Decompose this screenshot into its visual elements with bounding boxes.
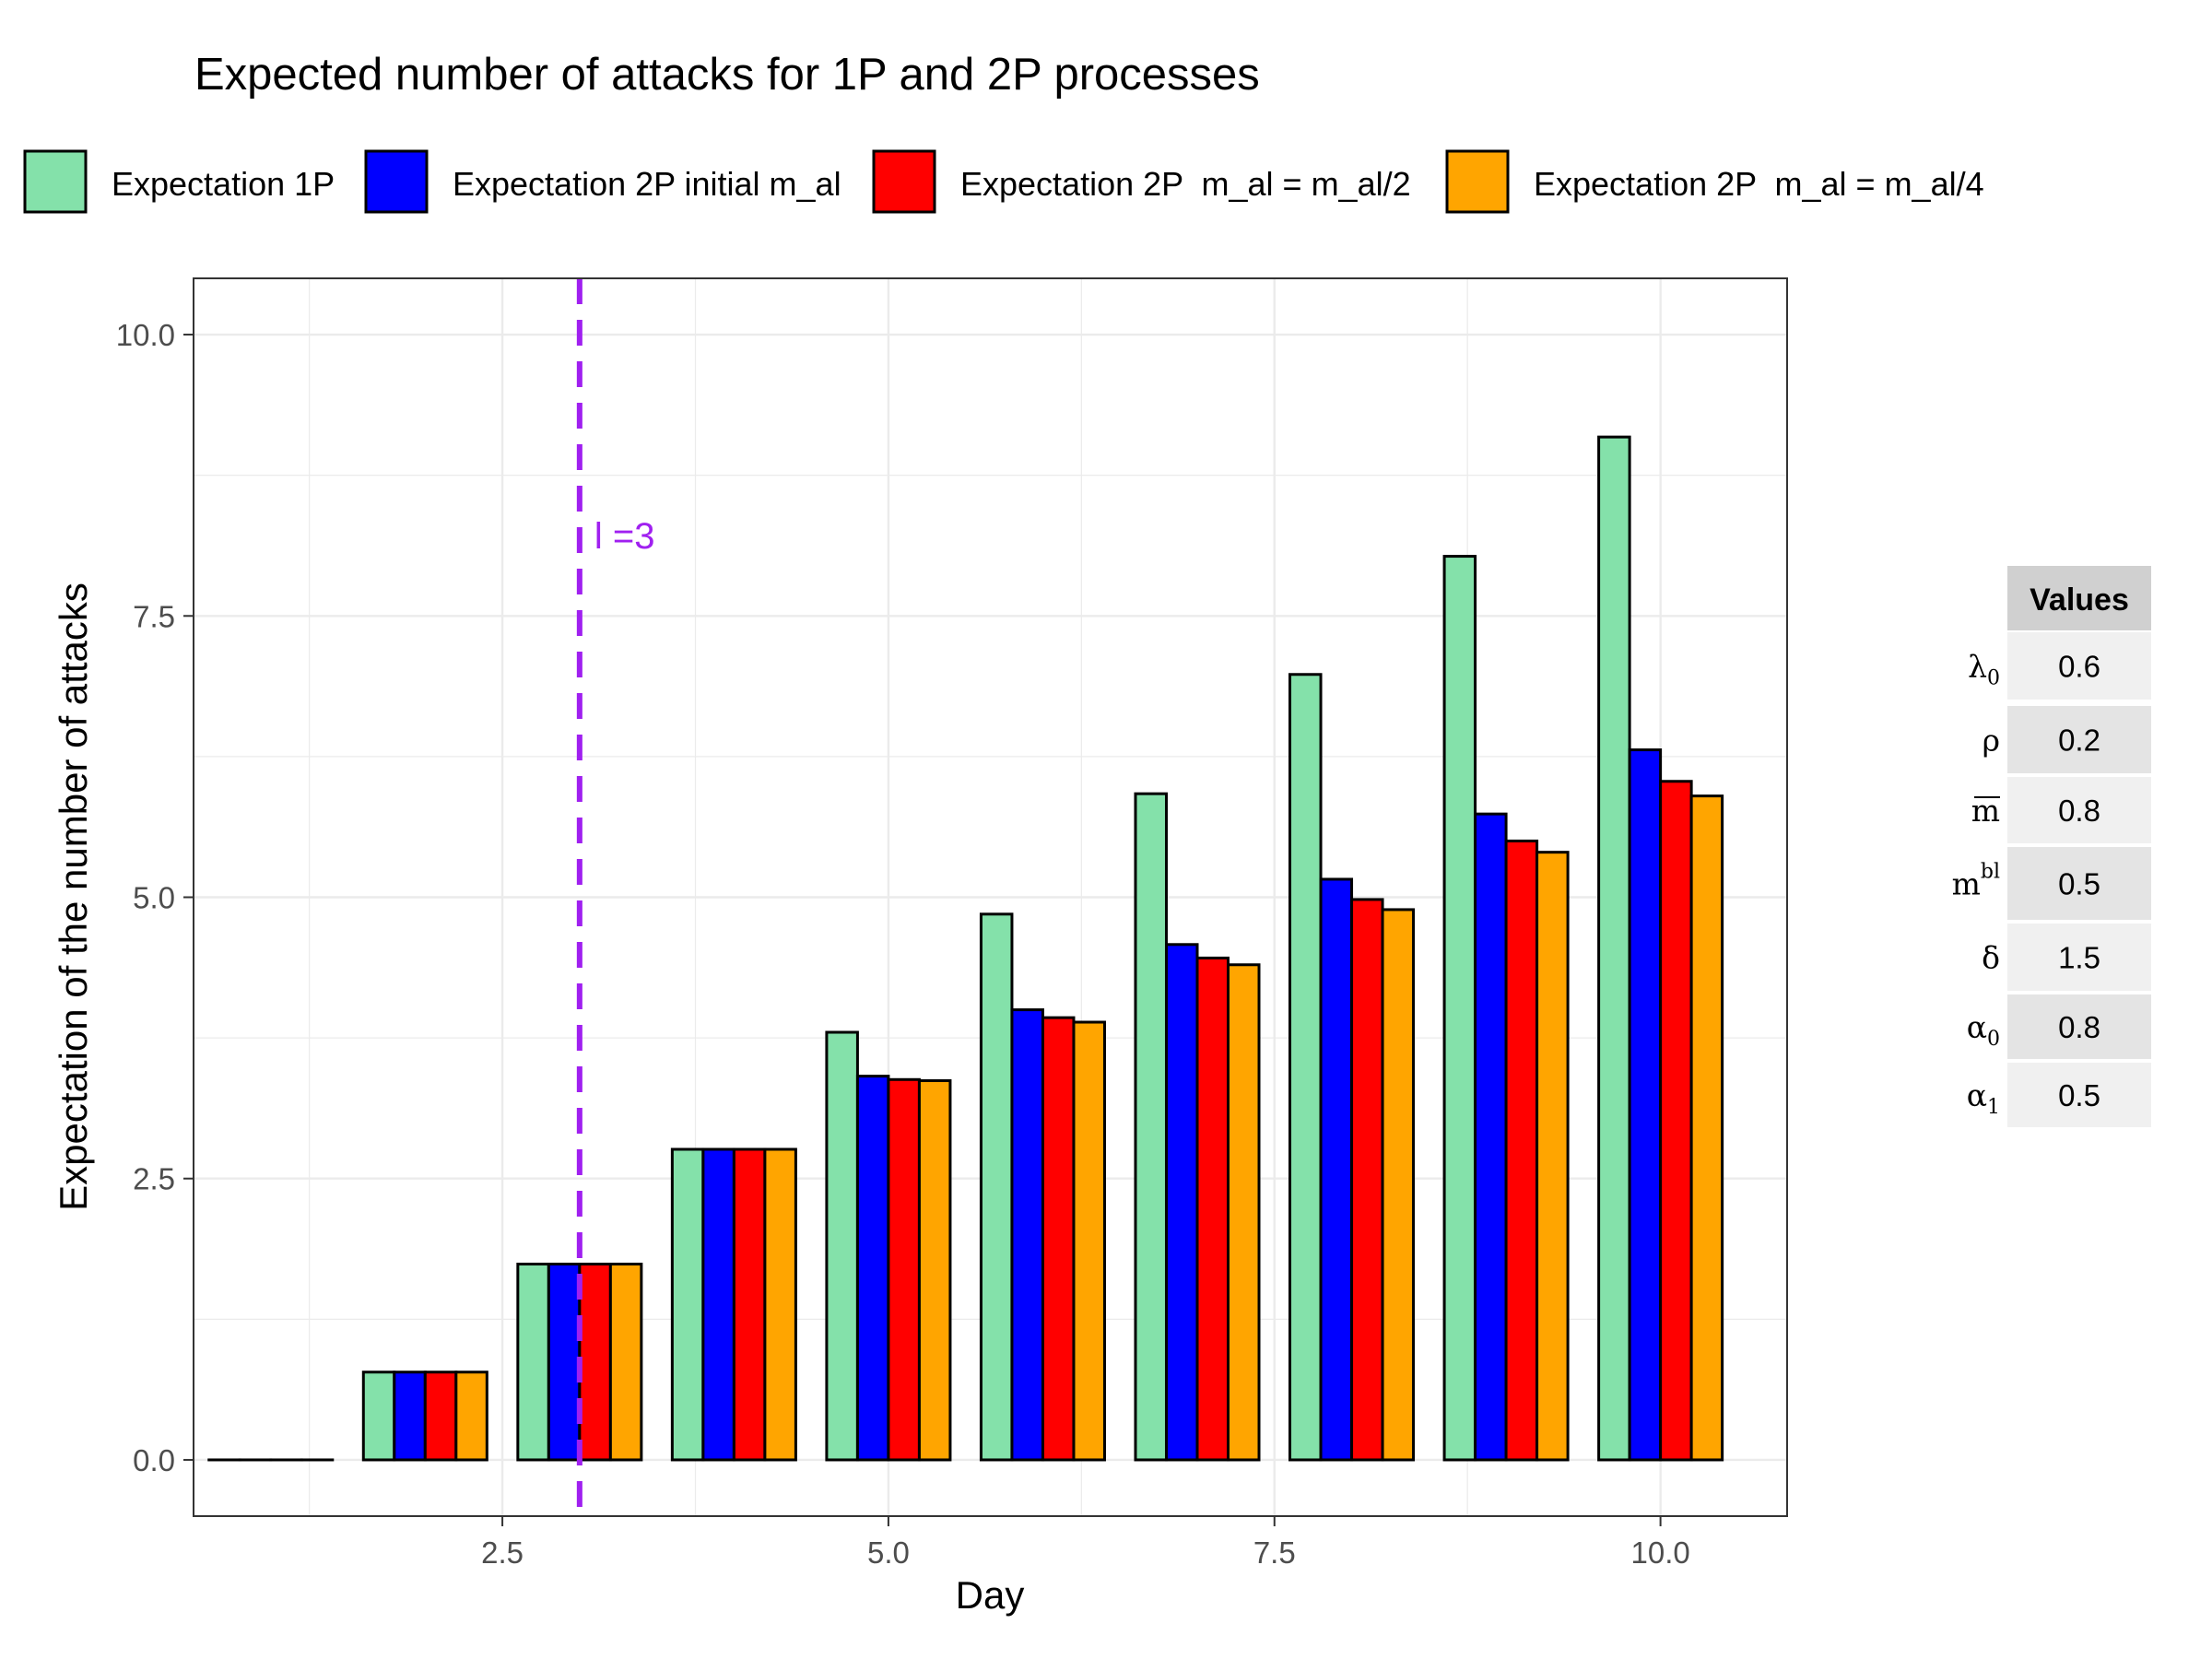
param-symbol: δ [1982,940,2000,976]
bar-day5-series1 [825,1030,859,1462]
bar-day6-series4 [1072,1020,1106,1462]
bar-day5-series2 [855,1075,890,1462]
bar-day3-series2 [547,1263,582,1462]
bar-day9-series3 [1504,839,1539,1462]
bar-day9-series4 [1535,851,1570,1462]
bar-day2-series1 [361,1371,396,1462]
y-tick-label: 2.5 [133,1162,175,1196]
table-row-bg [2007,994,2151,1059]
table-header: Values [2030,582,2129,618]
bar-day6-series3 [1041,1016,1076,1462]
table-row-bg [2007,632,2151,700]
y-tick-label: 10.0 [116,318,175,352]
bar-day3-series1 [516,1263,550,1462]
bar-day3-series4 [608,1263,643,1462]
table-row-bg [2007,924,2151,991]
legend-key-series1 [23,149,88,214]
bar-day5-series3 [887,1077,921,1462]
x-tick-label: 10.0 [1631,1535,1690,1570]
bar-day5-series4 [917,1079,952,1462]
legend-label-series1: Expectation 1P [112,165,335,203]
x-tick-label: 5.0 [867,1535,910,1570]
y-tick-label: 5.0 [133,881,175,915]
legend-key-series3 [872,149,936,214]
param-value: 1.5 [2058,941,2100,975]
y-tick-label: 0.0 [133,1443,175,1477]
bar-day10-series2 [1628,748,1663,1462]
bar-day6-series2 [1010,1008,1044,1462]
bar-day8-series3 [1350,898,1384,1462]
table-header-cell [2007,566,2151,630]
table-row-bg [2007,847,2151,920]
param-symbol: α1 [1967,1077,2000,1119]
bar-day10-series3 [1659,780,1693,1462]
threshold-label: l =3 [594,516,655,557]
bar-day7-series3 [1195,956,1230,1462]
legend-label-series4: Expectation 2P m_al = m_al/4 [1534,165,1984,203]
bar-day4-series2 [701,1147,735,1462]
legend-label-series2: Expectation 2P initial m_al [453,165,841,203]
bar-day6-series1 [979,912,1014,1462]
param-symbol: mbl [1952,861,2000,902]
bars [207,435,1724,1462]
threshold-line: l =3 [576,278,655,1516]
bar-day4-series4 [763,1147,797,1462]
bar-day4-series3 [732,1147,767,1462]
bar-day10-series4 [1689,794,1724,1462]
x-tick-label: 7.5 [1253,1535,1296,1570]
bar-day7-series4 [1227,963,1261,1462]
bar-day8-series2 [1319,877,1354,1462]
legend-key-series4 [1445,149,1510,214]
bar-day2-series4 [454,1371,488,1462]
bar-day10-series1 [1597,435,1631,1462]
bar-day2-series2 [393,1371,427,1462]
table-row-bg [2007,1063,2151,1127]
param-value: 0.2 [2058,724,2100,758]
bar-day9-series2 [1474,812,1508,1462]
bar-day3-series3 [578,1263,612,1462]
x-axis-label: Day [956,1573,1025,1617]
param-value: 0.5 [2058,1078,2100,1112]
y-tick-label: 7.5 [133,599,175,633]
bar-day4-series1 [670,1147,705,1462]
bar-day9-series1 [1442,555,1477,1462]
param-value: 0.8 [2058,794,2100,828]
param-symbol: m [1971,793,2000,829]
param-symbol: α0 [1967,1009,2000,1051]
bar-day7-series1 [1134,792,1168,1462]
x-tick-label: 2.5 [481,1535,524,1570]
param-value: 0.5 [2058,867,2100,901]
table-row-bg [2007,706,2151,773]
bar-day8-series1 [1288,673,1323,1462]
legend: Expectation 1P Expectation 2P initial m_a… [23,149,1984,214]
chart-title: Expected number of attacks for 1P and 2P… [194,50,1260,100]
legend-label-series3: Expectation 2P m_al = m_al/2 [960,165,1411,203]
table-row-bg [2007,777,2151,843]
legend-key-series2 [364,149,429,214]
y-axis: 0.0 2.5 5.0 7.5 10.0 [116,318,194,1477]
bar-day2-series3 [423,1371,458,1462]
y-axis-label: Expectation of the number of attacks [52,582,95,1211]
param-symbol: λ0 [1968,649,2000,690]
bar-day7-series2 [1164,943,1199,1462]
parameter-table: Values 0.6 λ0 0.2 ρ 0.8 m 0.5 mbl 1.5 δ 0.8 α0 0.5 α1 [1952,566,2151,1127]
bar-day8-series4 [1381,908,1416,1462]
x-axis: 2.5 5.0 7.5 10.0 [481,1516,1690,1570]
param-symbol: ρ [1983,723,2000,759]
param-value: 0.6 [2058,650,2100,684]
param-value: 0.8 [2058,1010,2100,1044]
